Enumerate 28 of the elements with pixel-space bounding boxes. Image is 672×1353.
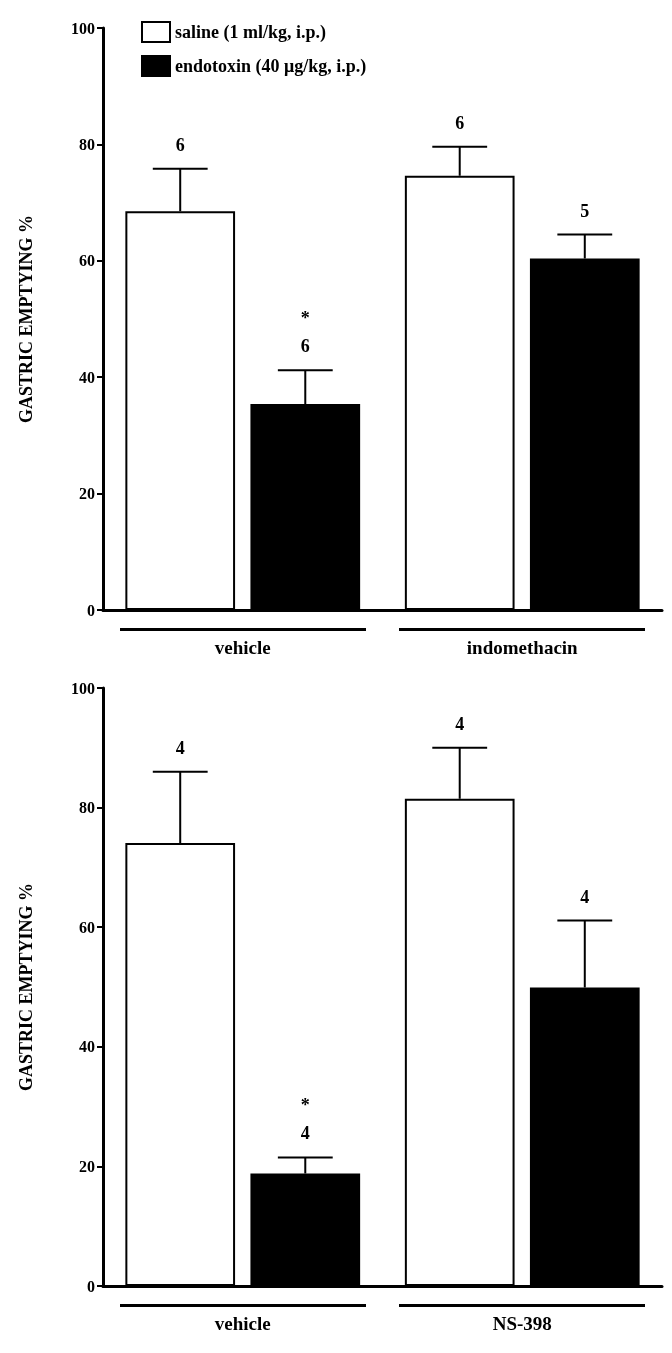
y-tick-label: 0 bbox=[87, 601, 95, 619]
y-tick-label: 40 bbox=[79, 1038, 95, 1056]
legend-label: endotoxin (40 μg/kg, i.p.) bbox=[175, 56, 367, 77]
x-tick-label: vehicle bbox=[214, 637, 271, 658]
x-tick-label: vehicle bbox=[214, 1313, 271, 1334]
x-tick-label: NS-398 bbox=[492, 1313, 552, 1334]
annotation: 5 bbox=[580, 200, 590, 221]
y-tick-label: 20 bbox=[79, 485, 95, 503]
annotation: 6 bbox=[175, 134, 185, 155]
y-axis-title: GASTRIC EMPTYING % bbox=[16, 882, 36, 1092]
y-axis-title: GASTRIC EMPTYING % bbox=[16, 214, 36, 424]
legend-label: saline (1 ml/kg, i.p.) bbox=[175, 22, 327, 43]
y-tick-label: 40 bbox=[79, 368, 95, 386]
y-tick-label: 60 bbox=[79, 252, 95, 270]
annotation: 4 bbox=[455, 713, 465, 734]
annotation: 6 bbox=[455, 112, 465, 133]
y-tick-label: 100 bbox=[71, 19, 95, 37]
y-tick-label: 60 bbox=[79, 918, 95, 936]
y-tick-label: 80 bbox=[79, 135, 95, 153]
annotation: * 6 bbox=[300, 308, 310, 357]
x-tick-label: indomethacin bbox=[466, 637, 579, 658]
y-tick-label: 100 bbox=[71, 679, 95, 697]
annotation: 4 bbox=[580, 886, 590, 907]
y-tick-label: 0 bbox=[87, 1277, 95, 1295]
annotation: 4 bbox=[175, 737, 185, 758]
y-tick-label: 80 bbox=[79, 799, 95, 817]
y-tick-label: 20 bbox=[79, 1157, 95, 1175]
annotation: * 4 bbox=[300, 1095, 310, 1144]
